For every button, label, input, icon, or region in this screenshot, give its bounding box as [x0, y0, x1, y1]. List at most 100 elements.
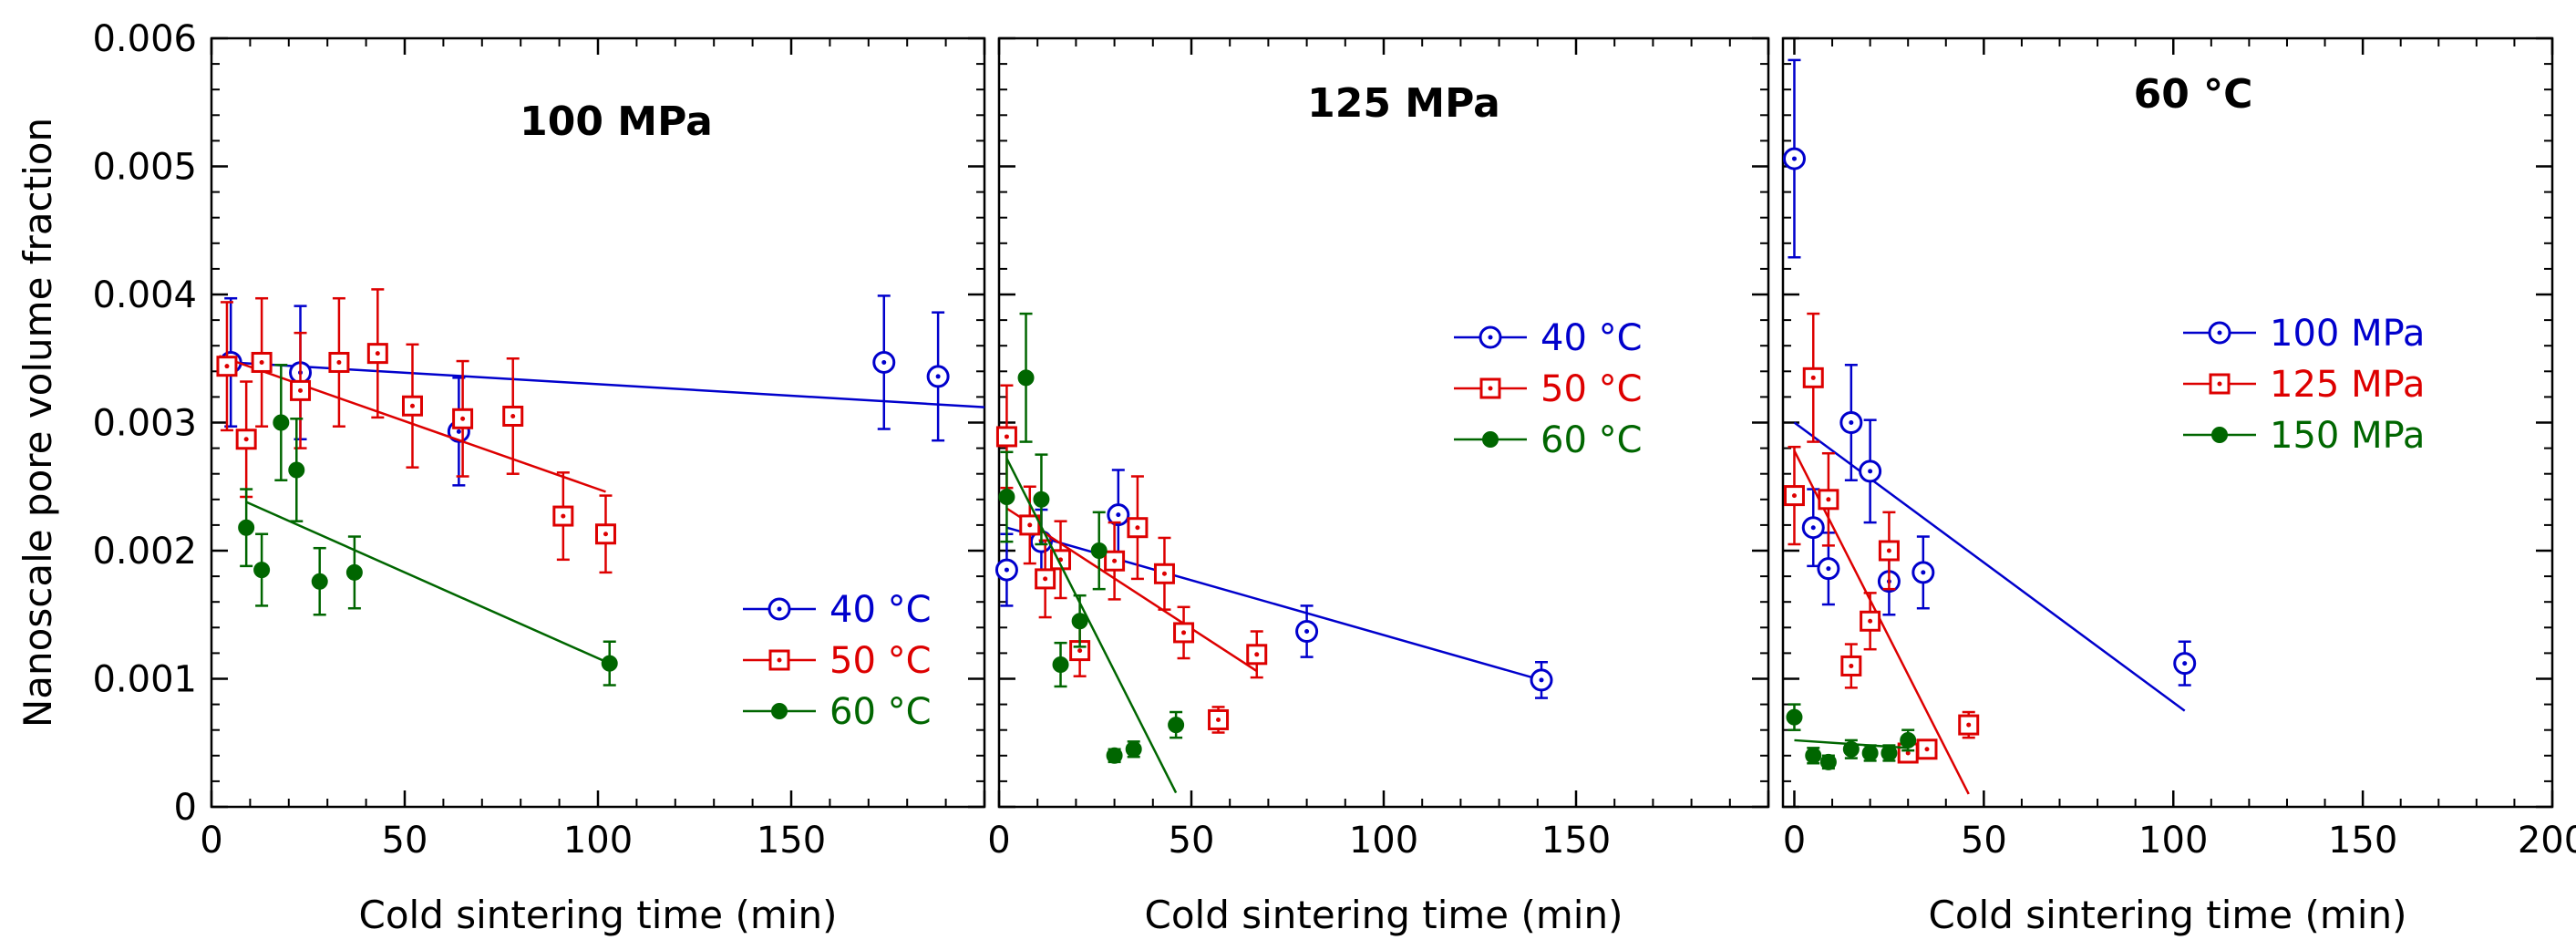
plot-frame: [1781, 36, 2554, 809]
data-point: [601, 655, 618, 672]
x-tick-label: 50: [382, 820, 428, 862]
x-tick-label: 0: [200, 820, 222, 862]
data-point: [1168, 717, 1185, 734]
data-point: [1880, 744, 1898, 761]
x-tick-label: 100: [563, 820, 633, 862]
data-point: [253, 562, 271, 579]
legend-marker-dot: [777, 657, 782, 663]
data-point-dot: [1868, 618, 1873, 624]
data-point-dot: [881, 359, 887, 365]
legend-label: 40 °C: [829, 589, 932, 631]
series-3: [1786, 703, 1917, 770]
data-point-dot: [336, 359, 342, 365]
data-point-dot: [1004, 567, 1009, 573]
data-point-dot: [243, 437, 249, 442]
data-point-dot: [1027, 522, 1033, 528]
data-point-dot: [1966, 722, 1972, 728]
data-point-dot: [1791, 156, 1797, 161]
legend-label: 50 °C: [829, 640, 932, 682]
legend-marker-dot: [2217, 381, 2222, 387]
data-point: [1805, 747, 1822, 764]
data-point-dot: [1921, 570, 1926, 575]
legend-label: 100 MPa: [2270, 313, 2425, 355]
data-point: [1106, 747, 1123, 764]
data-point: [1125, 740, 1142, 758]
data-point-dot: [1826, 497, 1831, 502]
y-tick-label: 0.001: [92, 659, 197, 701]
plot-frame: [997, 36, 1770, 809]
y-tick-label: 0.002: [92, 531, 197, 573]
data-point-dot: [1181, 630, 1187, 635]
fit-line: [231, 361, 985, 408]
data-point-dot: [456, 429, 461, 434]
fit-line: [1005, 458, 1178, 794]
x-tick-label: 150: [1541, 820, 1611, 862]
series-1: [219, 294, 985, 487]
legend-entry: 50 °C: [743, 640, 932, 682]
data-point: [998, 488, 1015, 505]
data-point-dot: [1254, 652, 1260, 657]
data-point-dot: [1004, 434, 1009, 439]
data-point: [1090, 542, 1108, 559]
legend-entry: 60 °C: [743, 691, 932, 733]
data-point-dot: [1791, 493, 1797, 499]
legend-label: 125 MPa: [2270, 364, 2425, 406]
panel-title: 60 °C: [2134, 71, 2253, 118]
data-point: [1900, 731, 1917, 749]
data-point-dot: [259, 359, 264, 365]
legend-entry: 40 °C: [743, 589, 932, 631]
panel-3: 0 50 100 150 200 Cold sintering time (min) 60 …: [1781, 36, 2576, 937]
y-tick-label: 0.006: [92, 18, 197, 60]
y-tick-label: 0.004: [92, 274, 197, 316]
data-point: [273, 414, 290, 431]
data-point-dot: [1810, 525, 1816, 531]
legend-entry: 100 MPa: [2183, 313, 2425, 355]
data-point: [238, 519, 255, 536]
data-point-dot: [1043, 576, 1048, 582]
legend-marker-dot: [2217, 330, 2222, 336]
x-tick-label: 150: [757, 820, 826, 862]
legend-marker: [2211, 427, 2228, 443]
series-2: [216, 288, 616, 574]
legend-entry: 40 °C: [1454, 317, 1643, 359]
data-point-dot: [935, 374, 941, 379]
data-point: [1033, 490, 1050, 508]
data-point-dot: [561, 513, 566, 519]
legend-entry: 50 °C: [1454, 368, 1643, 410]
legend-label: 60 °C: [829, 691, 932, 733]
data-point-dot: [1849, 420, 1854, 425]
legend-entry: 125 MPa: [2183, 364, 2425, 406]
legend-label: 60 °C: [1540, 419, 1643, 461]
legend-label: 40 °C: [1540, 317, 1643, 359]
series-3: [238, 364, 618, 687]
data-point-dot: [1161, 571, 1167, 576]
data-point-dot: [1077, 648, 1083, 654]
legend-label: 50 °C: [1540, 368, 1643, 410]
data-point-dot: [2182, 661, 2188, 666]
x-tick-label: 150: [2328, 820, 2397, 862]
legend-marker-dot: [1488, 386, 1493, 391]
data-point-dot: [224, 364, 230, 369]
data-point-dot: [1868, 469, 1873, 474]
data-point-dot: [298, 387, 304, 393]
data-point: [345, 563, 363, 581]
panel-1: 0 50 100 150 0 0.001 0.002 0.003 0.004 0.005 0.006…: [15, 18, 986, 937]
legend-marker-dot: [777, 606, 782, 612]
fit-line: [245, 501, 611, 665]
data-point-dot: [1810, 375, 1816, 380]
data-point: [311, 573, 328, 590]
y-tick-label: 0.003: [92, 403, 197, 445]
x-tick-label: 0: [987, 820, 1010, 862]
series-2: [995, 384, 1268, 734]
legend-marker-dot: [1488, 335, 1493, 340]
y-tick-label: 0.005: [92, 147, 197, 189]
data-point: [1861, 744, 1879, 761]
data-point-dot: [1539, 677, 1544, 683]
data-point: [1071, 613, 1088, 630]
data-point-dot: [1112, 558, 1118, 563]
y-tick-label: 0: [174, 787, 197, 829]
x-axis-title: Cold sintering time (min): [1145, 893, 1623, 937]
data-point-dot: [1826, 566, 1831, 572]
panel-title: 100 MPa: [520, 98, 713, 145]
